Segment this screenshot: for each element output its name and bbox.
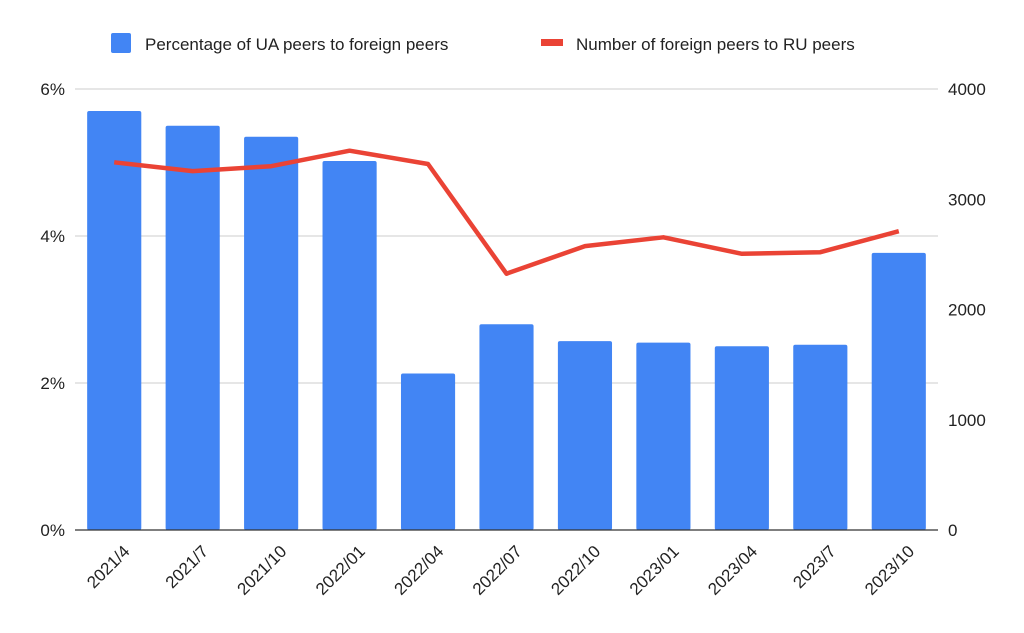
legend-label-line: Number of foreign peers to RU peers [576, 35, 855, 54]
x-tick-label: 2022/07 [469, 542, 526, 599]
y-left-tick-label: 4% [40, 227, 65, 246]
x-tick-label: 2021/10 [234, 542, 291, 599]
y-left-tick-label: 2% [40, 374, 65, 393]
bar [636, 342, 691, 530]
x-tick-label: 2022/01 [312, 542, 369, 599]
bar [322, 161, 377, 530]
bar [165, 125, 220, 530]
legend: Percentage of UA peers to foreign peers … [111, 33, 855, 54]
y-right-tick-label: 4000 [948, 80, 986, 99]
x-tick-label: 2021/7 [162, 542, 212, 592]
x-tick-label: 2023/7 [789, 542, 839, 592]
bar [714, 346, 769, 530]
bar [793, 344, 848, 530]
y-right-tick-label: 2000 [948, 301, 986, 320]
bar [400, 373, 456, 530]
line-series [113, 148, 900, 276]
x-tick-label: 2023/01 [626, 542, 683, 599]
y-axis-left: 0% 2% 4% 6% [40, 80, 65, 540]
x-axis-labels: 2021/4 2021/7 2021/10 2022/01 2022/04 2022/07… [83, 542, 918, 599]
x-tick-label: 2022/04 [390, 542, 447, 599]
bar [557, 341, 613, 530]
x-tick-label: 2023/10 [861, 542, 918, 599]
y-right-tick-label: 0 [948, 521, 957, 540]
x-tick-label: 2021/4 [83, 542, 133, 592]
bar [479, 324, 534, 530]
x-tick-label: 2023/04 [704, 542, 761, 599]
y-right-tick-label: 1000 [948, 411, 986, 430]
legend-swatch-line [541, 39, 563, 46]
bar [244, 136, 299, 530]
bar-series [87, 111, 926, 531]
legend-label-bar: Percentage of UA peers to foreign peers [145, 35, 448, 54]
y-left-tick-label: 6% [40, 80, 65, 99]
series-line [113, 148, 900, 276]
bar [87, 111, 142, 531]
y-axis-right: 0 1000 2000 3000 4000 [948, 80, 986, 540]
x-tick-label: 2022/10 [547, 542, 604, 599]
legend-swatch-bar [111, 33, 131, 53]
y-left-tick-label: 0% [40, 521, 65, 540]
bar [871, 252, 926, 530]
y-right-tick-label: 3000 [948, 190, 986, 209]
